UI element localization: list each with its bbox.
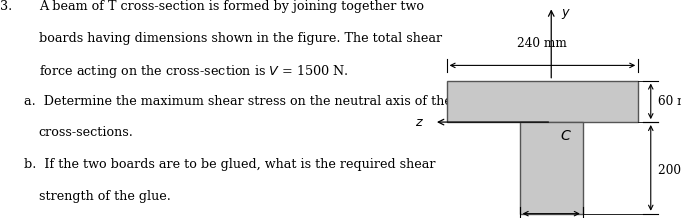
Text: 3.: 3. bbox=[0, 0, 12, 13]
Text: A beam of T cross-section is formed by joining together two: A beam of T cross-section is formed by j… bbox=[39, 0, 424, 13]
Bar bbox=[447, 81, 638, 122]
Text: $y$: $y$ bbox=[561, 7, 571, 20]
Text: 60 mm: 60 mm bbox=[659, 95, 681, 108]
Text: $z$: $z$ bbox=[415, 116, 424, 129]
Text: $C$: $C$ bbox=[560, 129, 572, 143]
Text: b.  If the two boards are to be glued, what is the required shear: b. If the two boards are to be glued, wh… bbox=[24, 158, 435, 171]
Text: 240 mm: 240 mm bbox=[518, 37, 567, 50]
Text: 200 mm: 200 mm bbox=[659, 164, 681, 177]
Text: boards having dimensions shown in the figure. The total shear: boards having dimensions shown in the fi… bbox=[39, 32, 442, 45]
Bar bbox=[520, 122, 583, 214]
Text: strength of the glue.: strength of the glue. bbox=[39, 190, 170, 203]
Text: a.  Determine the maximum shear stress on the neutral axis of the: a. Determine the maximum shear stress on… bbox=[24, 95, 452, 108]
Text: force acting on the cross-section is $V$ = 1500 N.: force acting on the cross-section is $V$… bbox=[39, 63, 349, 80]
Text: cross-sections.: cross-sections. bbox=[39, 126, 133, 140]
